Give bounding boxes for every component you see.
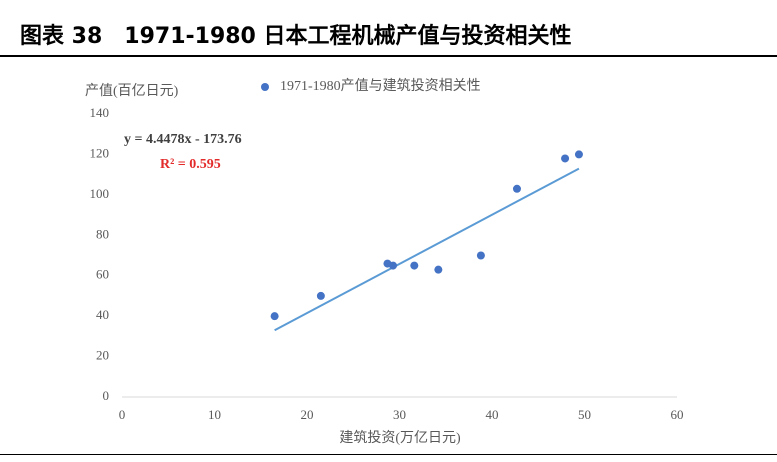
scatter-point (316, 291, 325, 300)
scatter-point (434, 265, 443, 274)
legend-label: 1971-1980产值与建筑投资相关性 (280, 78, 481, 94)
x-tick-label: 60 (671, 407, 684, 422)
bottom-rule (0, 454, 777, 455)
legend-marker (261, 83, 269, 91)
figure-title: 图表 38 1971-1980 日本工程机械产值与投资相关性 (20, 24, 572, 49)
y-tick-label: 0 (103, 388, 110, 403)
scatter-point (512, 184, 521, 193)
y-tick-label: 20 (96, 348, 109, 363)
x-tick-label: 40 (486, 407, 499, 422)
y-tick-label: 140 (90, 105, 110, 120)
x-tick-label: 10 (208, 407, 221, 422)
x-tick-label: 50 (578, 407, 591, 422)
scatter-point (574, 150, 583, 159)
r-squared: R² = 0.595 (160, 157, 221, 172)
y-tick-label: 80 (96, 226, 109, 241)
y-tick-label: 40 (96, 307, 109, 322)
y-axis-title: 产值(百亿日元) (85, 83, 179, 99)
scatter-point (476, 251, 485, 260)
y-tick-label: 120 (90, 145, 110, 160)
x-tick-label: 0 (119, 407, 126, 422)
scatter-point (389, 261, 398, 270)
trend-equation: y = 4.4478x - 173.76 (124, 132, 242, 147)
x-tick-label: 20 (301, 407, 314, 422)
x-axis-title: 建筑投资(万亿日元) (339, 430, 461, 446)
x-tick-label: 30 (393, 407, 406, 422)
title-rule (0, 55, 777, 57)
scatter-point (270, 312, 279, 321)
trendline (274, 167, 580, 332)
y-tick-label: 60 (96, 267, 109, 282)
y-tick-label: 100 (90, 186, 110, 201)
scatter-point (410, 261, 419, 270)
scatter-point (561, 154, 570, 163)
